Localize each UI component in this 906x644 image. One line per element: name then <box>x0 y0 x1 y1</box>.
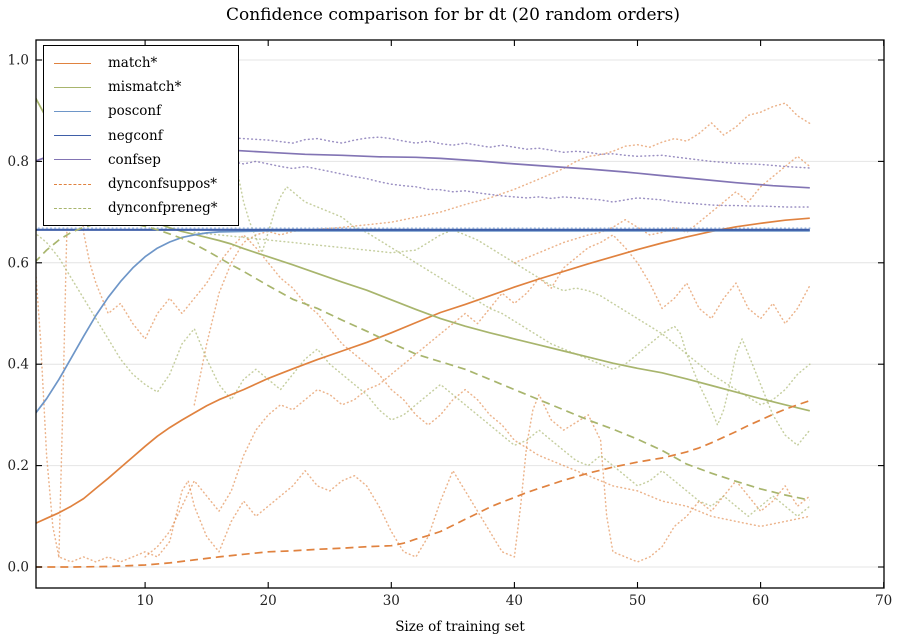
legend-line-swatch-mismatch <box>54 86 91 88</box>
y-tick-label: 0.6 <box>8 255 29 271</box>
y-tick-label: 0.8 <box>8 154 29 170</box>
x-tick-label: 40 <box>506 593 523 609</box>
legend-label-negconf: negconf <box>108 127 163 144</box>
series-lines <box>36 96 811 568</box>
legend: match* mismatch* posconf negconf confsep… <box>43 45 239 227</box>
y-tick-label: 0.4 <box>8 357 29 373</box>
legend-label-match: match* <box>108 55 158 72</box>
series-line-match <box>36 217 810 525</box>
legend-item-posconf: posconf <box>54 99 232 123</box>
x-axis-label: Size of training set <box>395 619 525 635</box>
series-line-orange-dotted-upper-riser <box>193 102 811 406</box>
y-tick-label: 1.0 <box>8 53 29 69</box>
axis-ticks: 10 20 30 40 50 60 70 0.0 0.2 0.4 0.6 0.8 1.0 <box>8 40 892 609</box>
x-tick-label: 50 <box>629 593 646 609</box>
gridlines <box>36 59 884 568</box>
legend-label-mismatch: mismatch* <box>108 79 182 96</box>
legend-label-dynconfsuppos: dynconfsuppos* <box>108 176 218 193</box>
series-line-olive-dotted-upper <box>218 122 811 447</box>
legend-label-dynconfpreneg: dynconfpreneg* <box>108 200 218 217</box>
x-tick-label: 30 <box>383 593 400 609</box>
series-line-purple-dotted-lower <box>218 156 811 208</box>
legend-line-swatch-posconf <box>54 110 91 112</box>
legend-line-swatch-negconf <box>54 135 91 137</box>
legend-item-dynconfpreneg: dynconfpreneg* <box>54 196 232 220</box>
series-line-orange-dotted-bottom-noise <box>36 265 811 563</box>
chart-title: Confidence comparison for br dt (20 rand… <box>225 5 681 25</box>
legend-item-match: match* <box>54 51 232 75</box>
legend-line-swatch-confsep <box>54 159 91 161</box>
legend-line-swatch-match <box>54 62 91 64</box>
series-line-orange-dotted-left-spike <box>58 99 811 558</box>
x-tick-label: 70 <box>875 593 892 609</box>
y-tick-label: 0.0 <box>8 560 29 576</box>
legend-label-confsep: confsep <box>108 151 161 168</box>
axes-frame <box>35 39 885 589</box>
series-line-olive-dotted-mid <box>193 229 811 406</box>
series-line-olive-dotted-lower <box>36 232 811 518</box>
series-line-dynconfpreneg <box>36 221 810 501</box>
series-line-purple-dotted-upper <box>218 136 811 169</box>
legend-line-swatch-dynconfsuppos <box>54 183 91 185</box>
series-line-posconf <box>36 230 810 415</box>
series-line-dynconfsuppos <box>36 399 811 568</box>
legend-item-mismatch: mismatch* <box>54 75 232 99</box>
x-tick-label: 20 <box>260 593 277 609</box>
series-line-orange-dotted-upper-second <box>513 155 811 264</box>
y-tick-label: 0.2 <box>8 458 29 474</box>
legend-label-posconf: posconf <box>108 103 162 120</box>
x-tick-label: 60 <box>752 593 769 609</box>
series-line-orange-dotted-mid-riser <box>144 234 811 558</box>
legend-item-dynconfsuppos: dynconfsuppos* <box>54 172 232 196</box>
legend-item-negconf: negconf <box>54 124 232 148</box>
legend-line-swatch-dynconfpreneg <box>54 207 91 209</box>
legend-item-confsep: confsep <box>54 148 232 172</box>
x-tick-label: 10 <box>137 593 154 609</box>
